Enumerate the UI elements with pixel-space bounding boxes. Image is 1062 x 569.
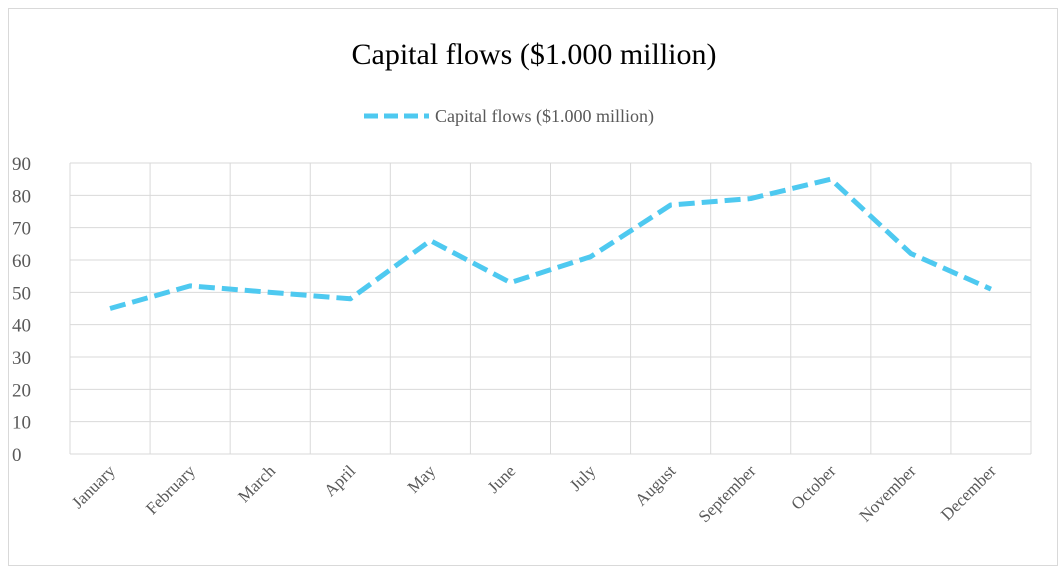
legend-label: Capital flows ($1.000 million) bbox=[435, 106, 654, 127]
series-capital-flows bbox=[109, 176, 992, 311]
x-tick-label: August bbox=[631, 461, 679, 509]
plot-grid bbox=[69, 162, 1032, 455]
legend: Capital flows ($1.000 million) bbox=[364, 106, 654, 127]
line-chart: Capital flows ($1.000 million) Capital f… bbox=[12, 38, 1032, 526]
y-tick-label: 30 bbox=[12, 348, 31, 369]
y-tick-label: 50 bbox=[12, 283, 31, 304]
x-tick-label: July bbox=[566, 461, 600, 495]
chart-frame: Capital flows ($1.000 million) Capital f… bbox=[8, 8, 1058, 566]
y-tick-label: 60 bbox=[12, 251, 31, 272]
x-axis-ticks: January February March April May June July Augu… bbox=[68, 461, 1000, 526]
x-tick-label: November bbox=[856, 461, 920, 525]
x-tick-label: December bbox=[937, 461, 1000, 524]
x-tick-label: January bbox=[68, 461, 119, 512]
x-tick-label: October bbox=[787, 461, 839, 513]
y-axis-ticks: 0 10 20 30 40 50 60 70 80 90 bbox=[12, 154, 31, 466]
x-tick-label: June bbox=[484, 461, 519, 496]
y-tick-label: 70 bbox=[12, 219, 31, 240]
y-tick-label: 80 bbox=[12, 186, 31, 207]
y-tick-label: 40 bbox=[12, 316, 31, 337]
x-tick-label: May bbox=[404, 461, 440, 497]
x-tick-label: February bbox=[142, 461, 199, 518]
chart-title: Capital flows ($1.000 million) bbox=[352, 38, 717, 71]
x-tick-label: September bbox=[695, 461, 760, 526]
y-tick-label: 0 bbox=[12, 445, 22, 466]
y-tick-label: 90 bbox=[12, 154, 31, 175]
y-tick-label: 20 bbox=[12, 380, 31, 401]
x-tick-label: April bbox=[320, 461, 359, 500]
series-line bbox=[109, 176, 992, 311]
x-tick-label: March bbox=[234, 461, 279, 506]
y-tick-label: 10 bbox=[12, 413, 31, 434]
